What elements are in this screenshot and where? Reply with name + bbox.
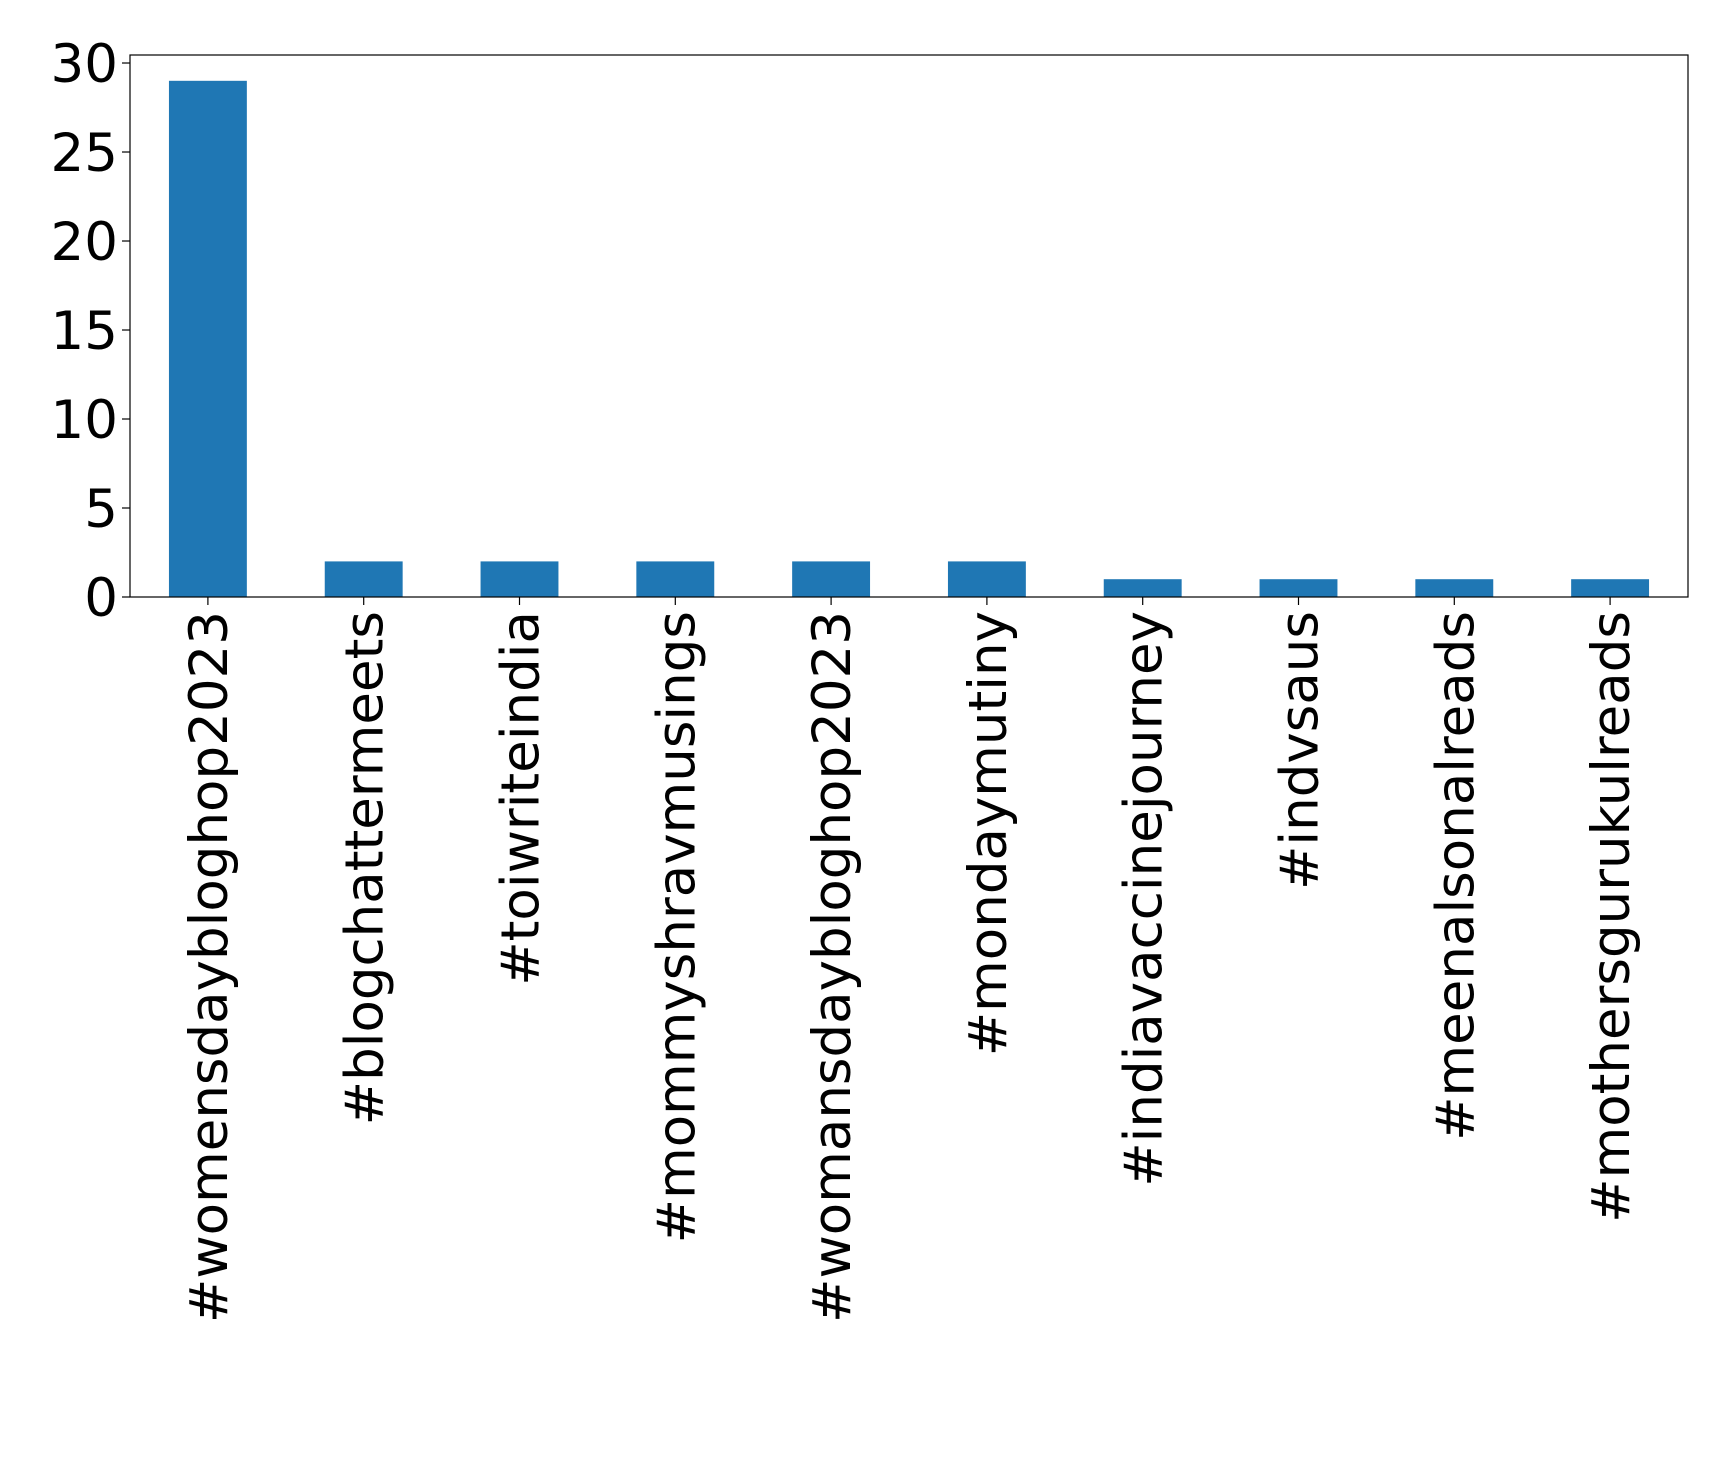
y-tick-label: 30 — [51, 34, 118, 95]
bar — [1571, 579, 1650, 597]
x-tick-label: #indvsaus — [1270, 611, 1331, 890]
y-tick-label: 15 — [51, 301, 118, 362]
bar — [636, 561, 715, 597]
bar — [792, 561, 871, 597]
plot-frame — [129, 54, 1689, 598]
x-tick-label: #indiavaccinejourney — [1114, 611, 1175, 1187]
bar — [947, 561, 1026, 597]
x-tick-label: #blogchattermeets — [335, 611, 396, 1125]
bar — [1103, 579, 1182, 597]
y-tick-label: 25 — [51, 123, 118, 184]
x-tick-label: #toiwriteindia — [491, 611, 552, 986]
bar — [1259, 579, 1338, 597]
y-tick-label: 20 — [51, 212, 118, 273]
x-tick-label: #womensdaybloghop2023 — [179, 611, 240, 1323]
x-tick-label: #mondaymutiny — [958, 611, 1019, 1056]
y-tick-label: 5 — [84, 479, 118, 540]
bar — [1415, 579, 1494, 597]
bar — [480, 561, 559, 597]
x-tick-label: #womansdaybloghop2023 — [802, 611, 863, 1323]
bar — [168, 80, 247, 598]
x-tick-label: #mothersgurukulreads — [1581, 611, 1642, 1223]
bar — [324, 561, 403, 597]
y-tick-label: 10 — [51, 390, 118, 451]
x-tick-label: #meenalsonalreads — [1425, 611, 1486, 1141]
y-tick-label: 0 — [84, 568, 118, 629]
x-tick-label: #mommyshravmusings — [646, 611, 707, 1243]
